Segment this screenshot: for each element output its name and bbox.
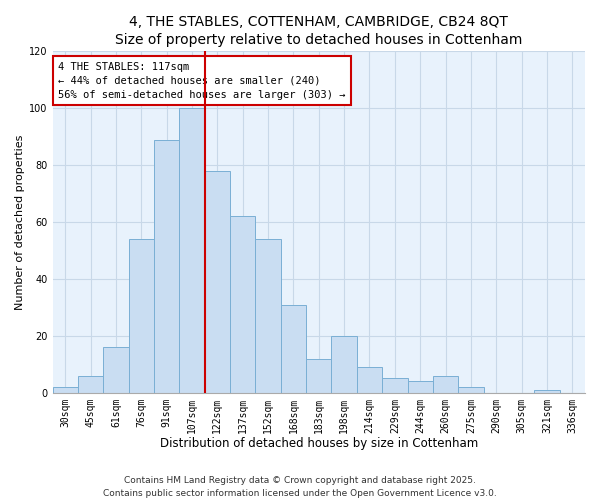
Bar — [103, 347, 128, 393]
Bar — [382, 378, 407, 392]
Bar — [78, 376, 103, 392]
Bar — [128, 239, 154, 392]
Bar — [179, 108, 205, 393]
Text: 4 THE STABLES: 117sqm
← 44% of detached houses are smaller (240)
56% of semi-det: 4 THE STABLES: 117sqm ← 44% of detached … — [58, 62, 346, 100]
Bar — [357, 367, 382, 392]
Y-axis label: Number of detached properties: Number of detached properties — [15, 134, 25, 310]
Bar — [230, 216, 256, 392]
Bar — [256, 239, 281, 392]
Bar — [407, 382, 433, 392]
Bar — [331, 336, 357, 392]
Bar — [534, 390, 560, 392]
Bar — [306, 358, 331, 392]
Bar — [433, 376, 458, 392]
Bar — [281, 304, 306, 392]
Bar — [205, 171, 230, 392]
Bar — [154, 140, 179, 392]
Text: Contains HM Land Registry data © Crown copyright and database right 2025.
Contai: Contains HM Land Registry data © Crown c… — [103, 476, 497, 498]
Title: 4, THE STABLES, COTTENHAM, CAMBRIDGE, CB24 8QT
Size of property relative to deta: 4, THE STABLES, COTTENHAM, CAMBRIDGE, CB… — [115, 15, 523, 48]
X-axis label: Distribution of detached houses by size in Cottenham: Distribution of detached houses by size … — [160, 437, 478, 450]
Bar — [458, 387, 484, 392]
Bar — [53, 387, 78, 392]
